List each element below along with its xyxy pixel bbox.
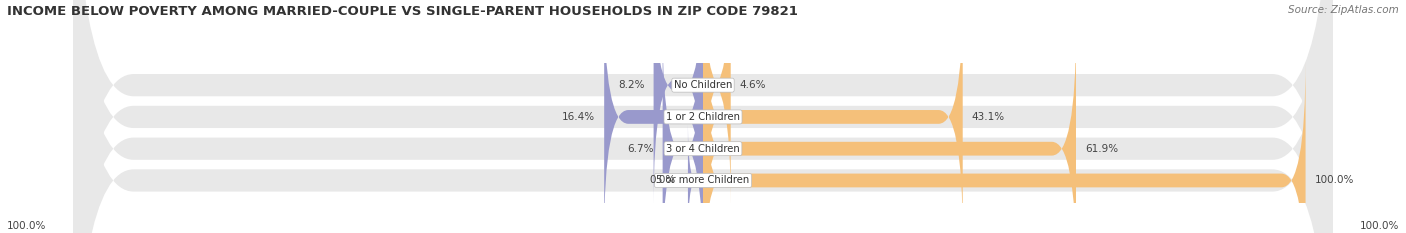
Text: Source: ZipAtlas.com: Source: ZipAtlas.com xyxy=(1288,5,1399,15)
Text: 100.0%: 100.0% xyxy=(1315,175,1354,185)
Text: 61.9%: 61.9% xyxy=(1085,144,1118,154)
FancyBboxPatch shape xyxy=(703,0,731,205)
FancyBboxPatch shape xyxy=(662,28,703,233)
FancyBboxPatch shape xyxy=(73,0,1333,233)
FancyBboxPatch shape xyxy=(73,0,1333,233)
FancyBboxPatch shape xyxy=(605,0,703,233)
FancyBboxPatch shape xyxy=(703,0,963,233)
Text: 0.0%: 0.0% xyxy=(650,175,676,185)
FancyBboxPatch shape xyxy=(703,60,1306,233)
Text: 100.0%: 100.0% xyxy=(7,221,46,231)
Text: 1 or 2 Children: 1 or 2 Children xyxy=(666,112,740,122)
Text: 5 or more Children: 5 or more Children xyxy=(657,175,749,185)
FancyBboxPatch shape xyxy=(73,0,1333,233)
Text: 100.0%: 100.0% xyxy=(1360,221,1399,231)
Text: 3 or 4 Children: 3 or 4 Children xyxy=(666,144,740,154)
Text: No Children: No Children xyxy=(673,80,733,90)
Text: INCOME BELOW POVERTY AMONG MARRIED-COUPLE VS SINGLE-PARENT HOUSEHOLDS IN ZIP COD: INCOME BELOW POVERTY AMONG MARRIED-COUPL… xyxy=(7,5,799,18)
Text: 8.2%: 8.2% xyxy=(619,80,644,90)
Text: 4.6%: 4.6% xyxy=(740,80,766,90)
Text: 43.1%: 43.1% xyxy=(972,112,1005,122)
Text: 6.7%: 6.7% xyxy=(627,144,654,154)
Text: 16.4%: 16.4% xyxy=(562,112,595,122)
FancyBboxPatch shape xyxy=(688,124,703,233)
FancyBboxPatch shape xyxy=(654,0,703,205)
FancyBboxPatch shape xyxy=(73,0,1333,233)
FancyBboxPatch shape xyxy=(703,28,1076,233)
